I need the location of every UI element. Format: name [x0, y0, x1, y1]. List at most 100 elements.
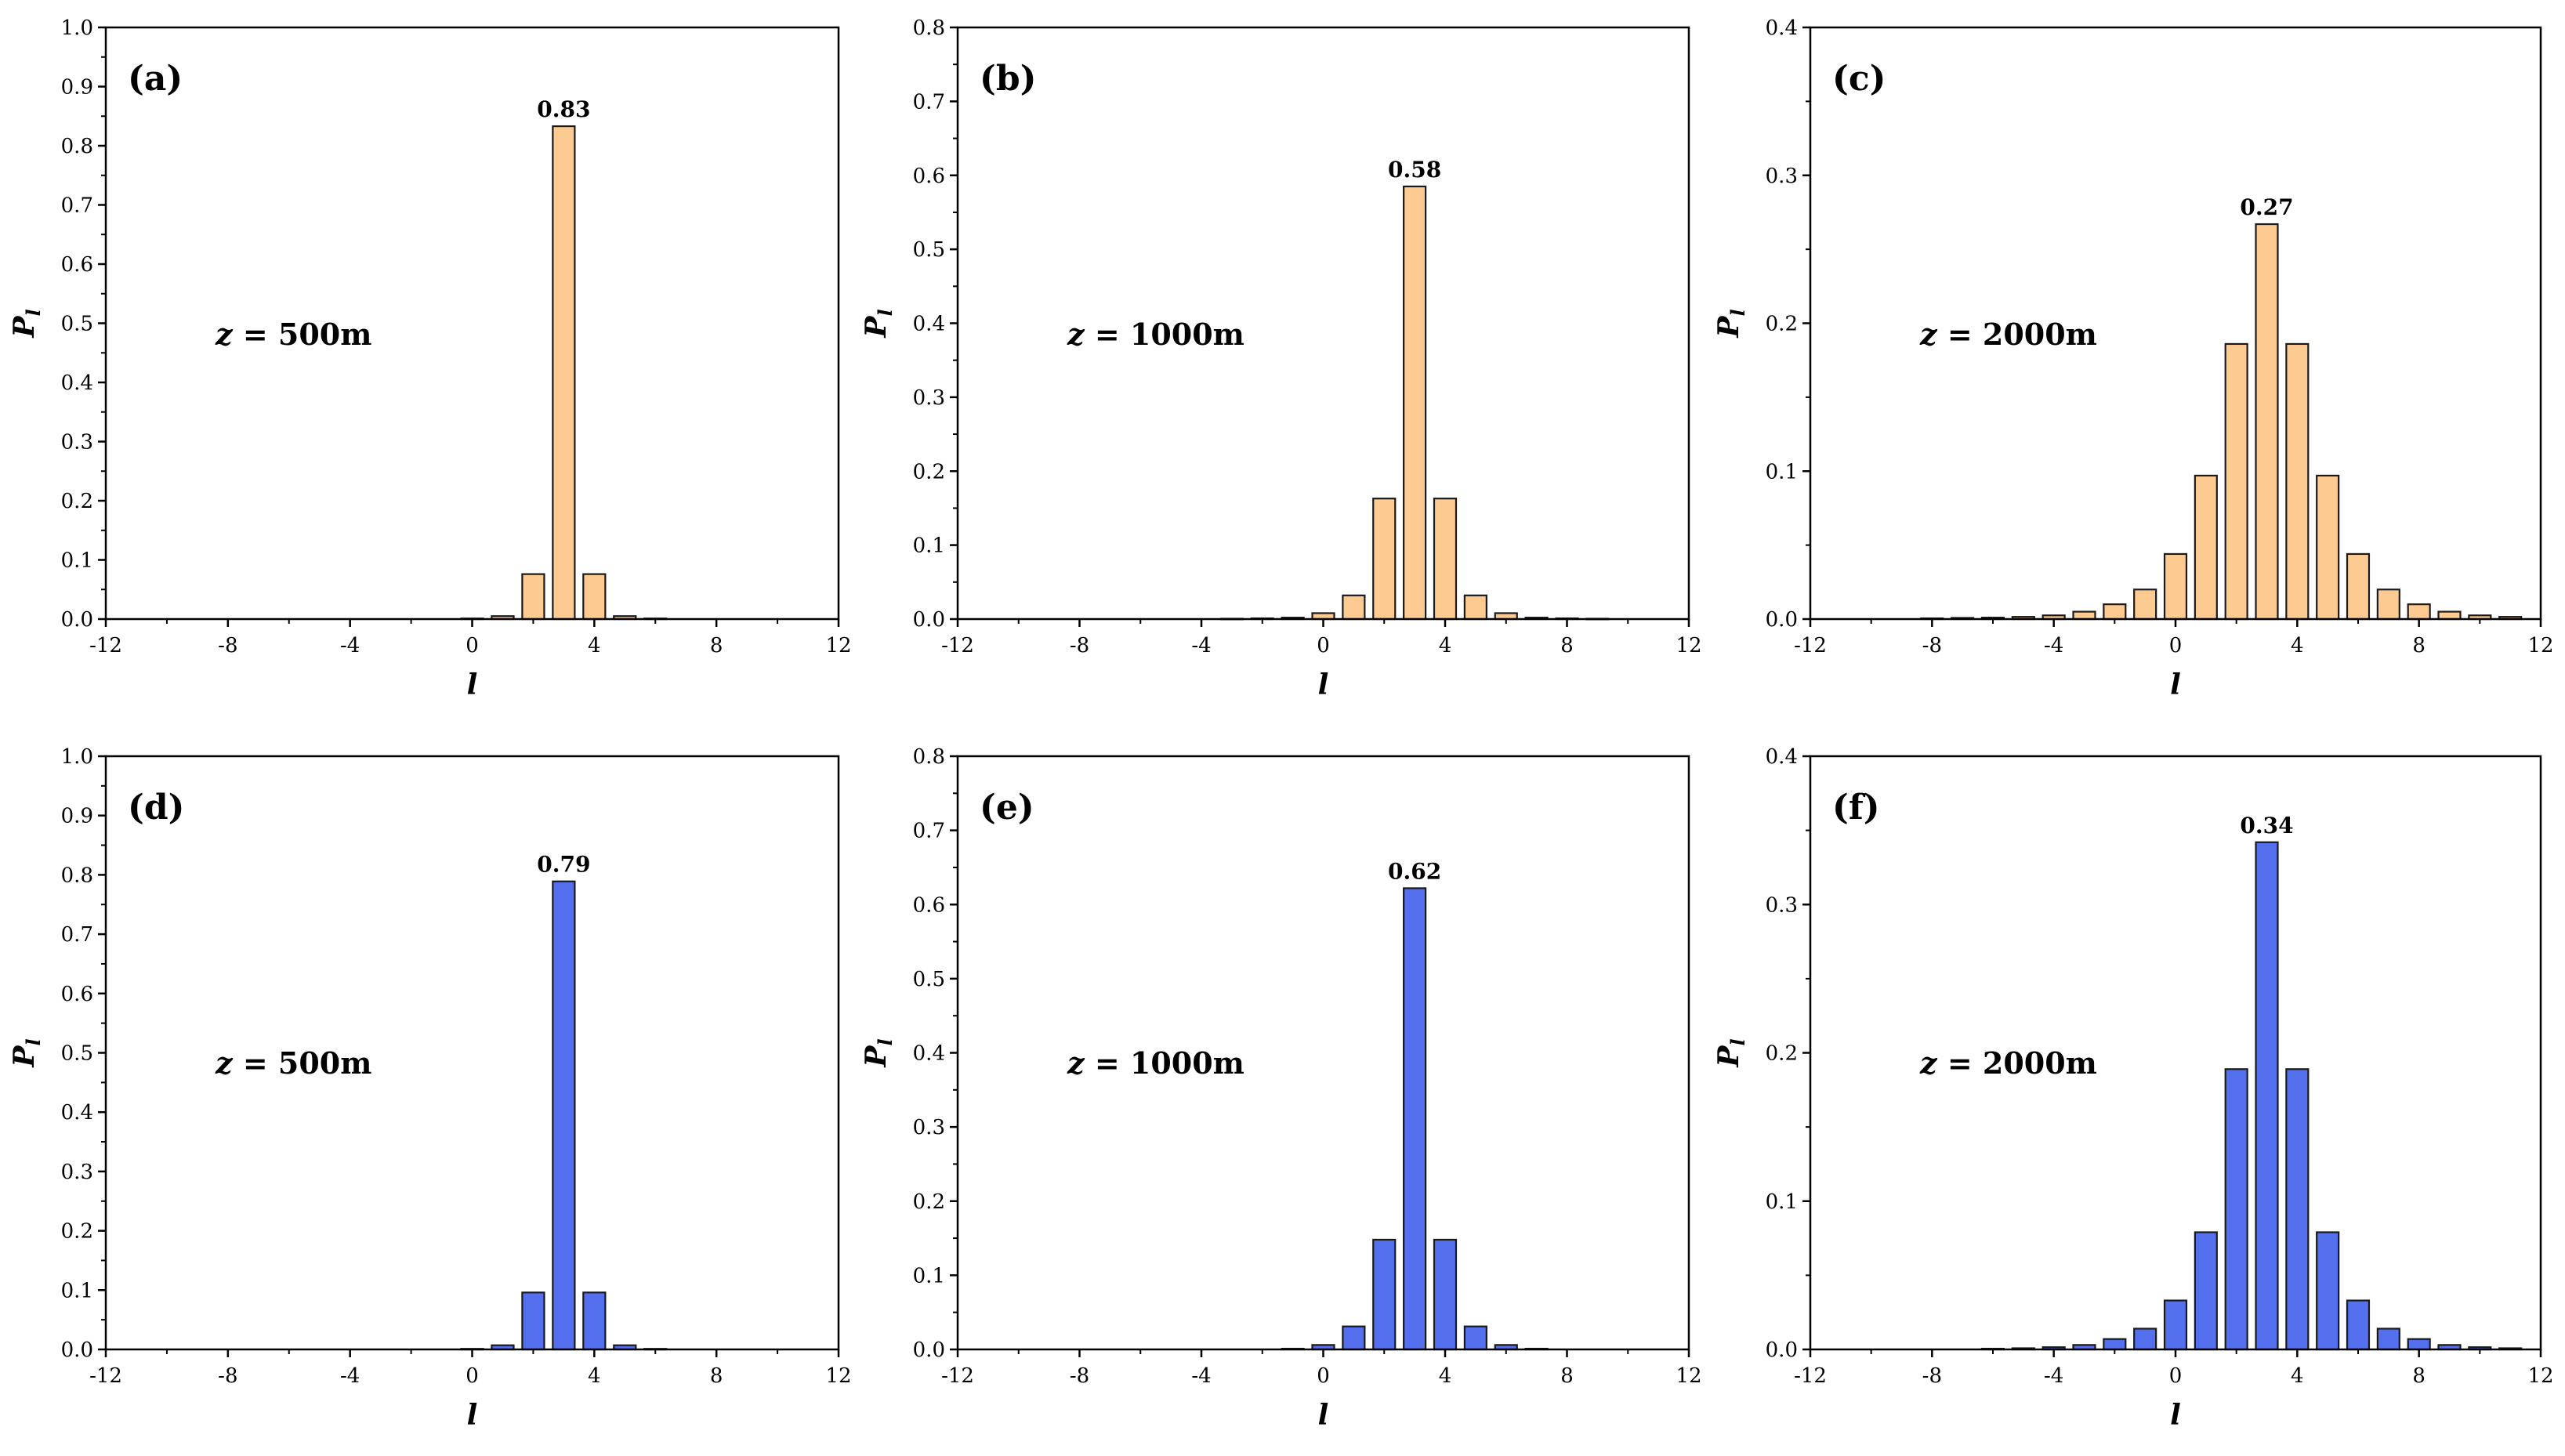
chart-a-bar-l4	[582, 573, 607, 621]
chart-f-distance-label: z = 2000m	[1919, 1045, 2097, 1081]
chart-b-x-tick-label: 8	[1560, 634, 1574, 657]
chart-a-x-tick-label: 12	[825, 634, 851, 657]
chart-d-x-tick-label: -4	[340, 1364, 360, 1388]
chart-e: 0.0 0.1 0.2 0.3 0.4 0.5 0.6 0.7 0.8 -12 -8 -4 0 4 8 12 l…	[860, 745, 1702, 1432]
chart-c-bar-l3	[2255, 223, 2279, 621]
chart-e-y-tick-label: 0.0	[913, 1338, 945, 1362]
chart-f-x-tick-label: -8	[1922, 1364, 1942, 1388]
chart-a-y-tick-label: 0.1	[61, 549, 93, 573]
chart-d-x-tick-label: 12	[825, 1364, 851, 1388]
chart-f-bar-l8	[2407, 1338, 2431, 1351]
chart-a-x-tick-label: 8	[710, 634, 723, 657]
chart-d-y-tick-label: 0.4	[61, 1101, 93, 1125]
chart-c-x-tick-label: 12	[2527, 634, 2553, 657]
chart-e-x-tick-label: 12	[1676, 1364, 1701, 1388]
chart-a-y-tick-label: 0.8	[61, 135, 93, 158]
chart-d-y-tick-label: 0.3	[61, 1161, 93, 1184]
chart-a-y-tick-label: 0.6	[61, 253, 93, 277]
chart-b-y-tick-label: 0.8	[913, 16, 945, 40]
chart-f-y-tick-label: 0.0	[1766, 1338, 1798, 1362]
chart-c-bar-l6	[2346, 552, 2371, 621]
chart-c-bar-l5	[2316, 474, 2340, 621]
chart-f-y-tick-label: 0.1	[1766, 1190, 1798, 1214]
chart-e-peak-label: 0.62	[1388, 858, 1441, 884]
chart-b-y-tick-label: 0.3	[913, 386, 945, 410]
chart-d-bar-l3	[552, 880, 576, 1351]
chart-b-x-tick-label: -8	[1070, 634, 1089, 657]
chart-c-bar-l4	[2285, 342, 2310, 621]
chart-c-bar-l2	[2224, 342, 2248, 621]
chart-f-bar-l-1	[2133, 1327, 2157, 1351]
chart-d-x-tick-label: 4	[588, 1364, 601, 1388]
chart-e-y-axis-title: Pl	[860, 1038, 897, 1067]
chart-b-y-tick-label: 0.5	[913, 238, 945, 262]
chart-d-y-tick-label: 1.0	[61, 745, 93, 769]
chart-d-y-tick-label: 0.0	[61, 1338, 93, 1362]
chart-b-y-tick-label: 0.0	[913, 608, 945, 632]
chart-d-y-tick-label: 0.2	[61, 1220, 93, 1244]
chart-e-x-tick-label: -8	[1070, 1364, 1089, 1388]
chart-c-bar-l-3	[2072, 610, 2096, 621]
chart-c-x-tick-label: 0	[2169, 634, 2183, 657]
chart-d-y-tick-label: 0.1	[61, 1279, 93, 1302]
chart-c-y-tick-label: 0.2	[1766, 313, 1798, 336]
chart-f-x-tick-label: 4	[2291, 1364, 2304, 1388]
chart-b-panel-label: (b)	[980, 59, 1036, 99]
chart-f: 0.0 0.1 0.2 0.3 0.4 -12 -8 -4 0 4 8 12 l Pl (f) z = 200…	[1712, 745, 2554, 1432]
chart-e-y-tick-label: 0.2	[913, 1190, 945, 1214]
chart-a-x-tick-label: -12	[89, 634, 122, 657]
chart-b-bar-l2	[1372, 498, 1397, 621]
chart-c-bar-l-2	[2103, 603, 2127, 621]
chart-c-x-axis-title: l	[2170, 668, 2181, 701]
chart-a-y-tick-label: 0.3	[61, 431, 93, 455]
chart-d-x-tick-label: 8	[710, 1364, 723, 1388]
chart-b-x-tick-label: 0	[1317, 634, 1330, 657]
chart-e-y-tick-label: 0.5	[913, 968, 945, 991]
chart-d-distance-label: z = 500m	[215, 1045, 371, 1081]
chart-d-bar-l4	[582, 1291, 607, 1351]
chart-c-x-tick-label: -8	[1922, 634, 1942, 657]
chart-d-y-tick-label: 0.7	[61, 923, 93, 947]
chart-c-panel-label: (c)	[1832, 59, 1886, 99]
chart-a-distance-label: z = 500m	[215, 317, 371, 352]
chart-f-bar-l1	[2194, 1231, 2218, 1351]
chart-f-bar-l5	[2316, 1231, 2340, 1351]
chart-b-bar-l1	[1342, 594, 1366, 621]
chart-b-x-tick-label: -4	[1191, 634, 1211, 657]
chart-f-x-tick-label: 0	[2169, 1364, 2183, 1388]
chart-c-y-axis-title: Pl	[1712, 309, 1749, 338]
chart-f-bar-l6	[2346, 1299, 2371, 1351]
chart-a-y-tick-label: 0.5	[61, 313, 93, 336]
chart-d-panel-label: (d)	[128, 788, 184, 828]
chart-d: 0.0 0.1 0.2 0.3 0.4 0.5 0.6 0.7 0.8 0.9 1.0 -12 -8 -4…	[8, 745, 852, 1432]
chart-e-bar-l1	[1342, 1325, 1366, 1351]
chart-c-x-tick-label: 4	[2291, 634, 2304, 657]
chart-d-bar-l2	[521, 1291, 545, 1351]
chart-b-x-tick-label: 12	[1676, 634, 1701, 657]
chart-e-x-tick-label: -4	[1191, 1364, 1211, 1388]
chart-a-y-tick-label: 0.0	[61, 608, 93, 632]
chart-a-peak-label: 0.83	[537, 96, 590, 122]
chart-a-x-tick-label: -8	[218, 634, 237, 657]
chart-b-y-tick-label: 0.4	[913, 313, 945, 336]
chart-a-x-tick-label: 0	[466, 634, 479, 657]
chart-c-x-tick-label: -4	[2044, 634, 2063, 657]
chart-f-bar-l0	[2163, 1299, 2188, 1351]
chart-d-peak-label: 0.79	[537, 852, 590, 878]
chart-d-x-axis-title: l	[467, 1399, 478, 1432]
chart-b-peak-label: 0.58	[1388, 157, 1441, 183]
chart-c-y-tick-label: 0.1	[1766, 460, 1798, 484]
chart-d-x-tick-label: 0	[466, 1364, 479, 1388]
chart-e-y-tick-label: 0.3	[913, 1116, 945, 1139]
chart-a-panel-label: (a)	[128, 59, 183, 99]
chart-a: 0.0 0.1 0.2 0.3 0.4 0.5 0.6 0.7 0.8 0.9 1.0 -12 -8 -4…	[8, 16, 852, 701]
chart-f-y-axis-title: Pl	[1712, 1038, 1749, 1067]
chart-a-y-tick-label: 1.0	[61, 16, 93, 40]
chart-f-bar-l4	[2285, 1068, 2310, 1351]
chart-a-bar-l2	[521, 573, 545, 621]
chart-a-x-tick-label: -4	[340, 634, 360, 657]
chart-c-bar-l7	[2376, 589, 2400, 621]
chart-c-bar-l-1	[2133, 589, 2157, 621]
chart-c: 0.0 0.1 0.2 0.3 0.4 -12 -8 -4 0 4 8 12 l Pl (c) z = 200…	[1712, 16, 2554, 701]
chart-d-y-tick-label: 0.5	[61, 1042, 93, 1066]
